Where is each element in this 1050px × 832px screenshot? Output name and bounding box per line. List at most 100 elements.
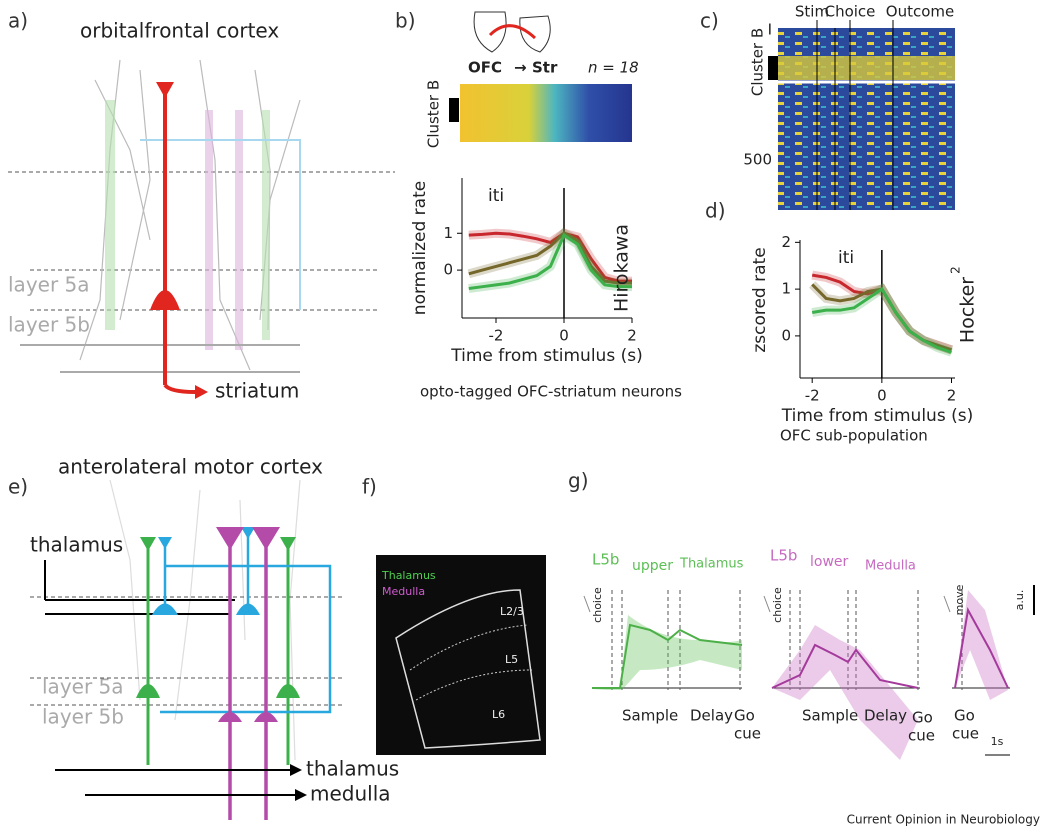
y-axis-label: zscored rate — [750, 247, 770, 352]
trace-band — [772, 625, 918, 760]
panel-f: f) Thalamus Medulla L2/3 L5 L6 — [362, 475, 546, 755]
panel-label: d) — [705, 199, 726, 223]
layer-label: L6 — [492, 708, 505, 721]
author-sup: 2 — [949, 266, 963, 274]
line — [468, 231, 632, 285]
x-axis-label: Time from stimulus (s) — [781, 406, 973, 426]
green-neuron — [146, 540, 290, 765]
output-fiber — [55, 769, 295, 796]
footer: Current Opinion in Neurobiology — [847, 813, 1040, 827]
panel-label: f) — [362, 475, 377, 499]
section-outline — [395, 589, 541, 749]
layer-label: layer 5a — [42, 675, 124, 699]
cluster-label: Cluster B — [749, 28, 767, 96]
annotation: iti — [488, 186, 504, 206]
target-label: Medulla — [865, 559, 916, 574]
trace — [771, 643, 919, 689]
panel-d: d) OFC sub-population — [705, 199, 928, 445]
line — [811, 286, 952, 354]
cluster-marker — [449, 98, 459, 122]
panel-label: b) — [395, 9, 416, 33]
x-tick-label: -2 — [489, 327, 504, 345]
epoch-label: Sample — [802, 707, 858, 725]
line — [468, 231, 632, 283]
panel-label: c) — [700, 9, 719, 33]
green-soma — [136, 537, 300, 698]
purple-neuron — [228, 530, 268, 820]
heatmap — [460, 84, 632, 142]
neuron — [105, 100, 115, 330]
event-label: Outcome — [886, 3, 954, 21]
epoch-label: cue — [952, 725, 979, 743]
projection — [488, 24, 537, 40]
target-label: Thalamus — [679, 557, 744, 572]
panel-label: a) — [8, 9, 28, 33]
layer-outline — [409, 624, 533, 701]
layer-label: layer 5b — [42, 705, 124, 729]
epoch-label: Go — [954, 707, 975, 725]
brain-schematic — [473, 11, 551, 53]
axis-label: choice — [591, 587, 604, 623]
neuron — [205, 110, 213, 350]
epoch-label: Delay — [864, 707, 907, 725]
red-neuron — [156, 82, 174, 98]
panel-label: g) — [568, 469, 589, 493]
axis-arrow — [583, 595, 951, 613]
panel-e: e) anterolateral motor cortex thalamus t… — [8, 455, 399, 820]
count-label: n = 18 — [588, 59, 639, 77]
panel-title: anterolateral motor cortex — [58, 455, 323, 479]
arrow — [195, 385, 208, 399]
source-label: OFC — [468, 59, 502, 77]
panel-label: e) — [8, 475, 28, 499]
arrow — [290, 764, 307, 801]
x-tick-label: 0 — [877, 387, 887, 405]
dest-label: Str — [532, 59, 558, 77]
caption: OFC sub-population — [780, 427, 928, 445]
x-tick-label: 0 — [559, 327, 569, 345]
arrow: → — [514, 59, 527, 77]
trace — [954, 606, 1009, 689]
y-tick-label: 2 — [781, 233, 791, 251]
epoch-label: Delay — [690, 707, 733, 725]
author: Hirokawa — [611, 224, 633, 312]
cell-sub: lower — [810, 554, 849, 570]
event-label: Choice — [825, 3, 876, 21]
layer-label: L2/3 — [500, 605, 524, 618]
x-tick-label: -2 — [805, 387, 820, 405]
trace-band — [592, 615, 742, 690]
cell-label: L5b — [770, 547, 797, 565]
y-axis-label: normalized rate — [410, 181, 430, 315]
annotation: iti — [838, 248, 854, 268]
epoch-label: Go — [912, 709, 933, 727]
blue-neuron — [160, 530, 332, 714]
cluster-label: Cluster B — [425, 80, 443, 148]
red-axon — [163, 383, 196, 394]
epoch-label: cue — [734, 725, 761, 743]
input-label: thalamus — [30, 533, 123, 557]
cluster-marker — [768, 56, 778, 80]
event-label: Stim — [795, 3, 829, 21]
trace — [592, 623, 743, 689]
layer-label: layer 5a — [8, 273, 90, 297]
y-tick-label: 0 — [781, 326, 791, 344]
y-tick-label: 0 — [443, 261, 453, 279]
panel-g: g) L5b upper Thalamus L5b lower Medulla … — [568, 469, 1035, 760]
panel-a: a) orbitalfrontal cortex striatum layer … — [8, 9, 395, 403]
layer-label: L5 — [505, 653, 518, 666]
row-label: I — [768, 21, 772, 39]
epoch-label: cue — [908, 727, 935, 745]
blue-soma — [152, 527, 260, 615]
legend-item: Medulla — [382, 585, 425, 598]
epoch-label: Go — [734, 707, 755, 725]
axis-label: move — [953, 584, 966, 615]
layer-label: layer 5b — [8, 313, 90, 337]
y-tick-label: 1 — [443, 224, 453, 242]
axis-label: choice — [771, 587, 784, 623]
panel-c: c) Cluster B I 500 Stim Choice Outcome — [700, 3, 955, 210]
scale-label: a.u. — [1013, 590, 1026, 611]
line — [468, 232, 632, 291]
row-label: 500 — [743, 151, 772, 169]
y-tick-label: 1 — [781, 280, 791, 298]
output-label: thalamus — [306, 757, 399, 781]
